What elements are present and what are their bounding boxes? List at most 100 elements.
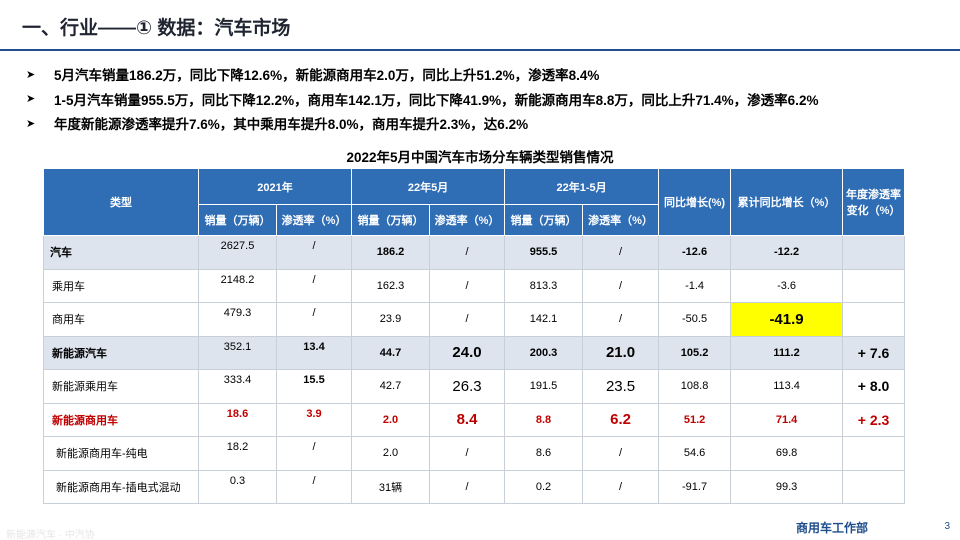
cell-sales-2021: 2627.5: [198, 235, 277, 270]
table-row: 新能源商用车-插电式混动 0.3 / 31辆 / 0.2 / -91.7 99.…: [43, 469, 906, 504]
table-row: 新能源商用车-纯电 18.2 / 2.0 / 8.6 / 54.6 69.8: [43, 436, 906, 471]
cell-sales-2021: 479.3: [198, 302, 277, 337]
cell-annual-change: [842, 469, 906, 504]
cell-sales-may: 2.0: [351, 436, 431, 471]
page-number: 3: [944, 521, 950, 532]
title-divider: [0, 49, 960, 51]
row-label: 新能源商用车-纯电: [43, 436, 199, 471]
header-annual-change: 年度渗透率变化（%）: [842, 168, 906, 236]
cell-pen-jan-may: 6.2: [582, 402, 660, 437]
row-label: 新能源商用车: [43, 402, 199, 437]
bullet-text: 1-5月汽车销量955.5万，同比下降12.2%，商用车142.1万，同比下降4…: [54, 92, 819, 108]
cell-pen-jan-may: /: [582, 469, 660, 504]
cell-sales-2021: 333.4: [198, 369, 277, 404]
header-yoy: 同比增长(%): [658, 168, 732, 236]
table-row: 新能源商用车 18.6 3.9 2.0 8.4 8.8 6.2 51.2 71.…: [43, 402, 906, 437]
cell-annual-change: + 2.3: [842, 402, 906, 437]
cell-sales-2021: 18.2: [198, 436, 277, 471]
row-label: 商用车: [43, 302, 199, 337]
cell-sales-jan-may: 955.5: [504, 235, 584, 270]
header-sales: 销量（万辆）: [504, 204, 584, 236]
cell-sales-jan-may: 813.3: [504, 268, 584, 303]
row-label: 乘用车: [43, 268, 199, 303]
cell-pen-jan-may: /: [582, 235, 660, 270]
header-22-jan-may: 22年1-5月: [504, 168, 660, 205]
cell-sales-2021: 18.6: [198, 402, 277, 437]
cell-sales-jan-may: 191.5: [504, 369, 584, 404]
cell-annual-change: [842, 235, 906, 270]
cell-sales-may: 31辆: [351, 469, 431, 504]
cell-sales-jan-may: 8.6: [504, 436, 584, 471]
cell-sales-jan-may: 142.1: [504, 302, 584, 337]
header-sales: 销量（万辆）: [198, 204, 277, 236]
cell-cum-yoy: -12.2: [730, 235, 844, 270]
cell-yoy: 54.6: [658, 436, 732, 471]
cell-sales-jan-may: 200.3: [504, 335, 584, 370]
table-row: 新能源乘用车 333.4 15.5 42.7 26.3 191.5 23.5 1…: [43, 369, 906, 404]
arrow-bullet-icon: ➤: [26, 93, 36, 106]
cell-annual-change: + 7.6: [842, 335, 906, 370]
header-cum-yoy: 累计同比增长（%）: [730, 168, 844, 236]
cell-cum-yoy: 69.8: [730, 436, 844, 471]
header-type: 类型: [43, 168, 199, 236]
cell-cum-yoy: 99.3: [730, 469, 844, 504]
cell-pen-2021: 13.4: [275, 335, 353, 370]
header-penetration: 渗透率（%）: [275, 204, 353, 236]
cell-sales-may: 2.0: [351, 402, 431, 437]
cell-yoy: -12.6: [658, 235, 732, 270]
cell-pen-2021: /: [275, 302, 353, 337]
sales-table: 类型 2021年 22年5月 22年1-5月 同比增长(%) 累计同比增长（%）…: [43, 168, 906, 504]
table-row: 商用车 479.3 / 23.9 / 142.1 / -50.5 -41.9: [43, 302, 906, 337]
footer-department: 商用车工作部: [795, 521, 868, 535]
cell-cum-yoy: 113.4: [730, 369, 844, 404]
bullet-item: ➤ 年度新能源渗透率提升7.6%，其中乘用车提升8.0%，商用车提升2.3%，达…: [26, 111, 960, 136]
cell-sales-jan-may: 8.8: [504, 402, 584, 437]
cell-annual-change: [842, 436, 906, 471]
cell-pen-2021: /: [275, 469, 353, 504]
cell-pen-may: /: [429, 469, 506, 504]
row-label: 新能源商用车-插电式混动: [43, 469, 199, 504]
cell-pen-may: /: [429, 436, 506, 471]
cell-pen-jan-may: 21.0: [582, 335, 660, 370]
cell-cum-yoy: 111.2: [730, 335, 844, 370]
header-22-may: 22年5月: [351, 168, 506, 205]
cell-sales-may: 44.7: [351, 335, 431, 370]
cell-pen-may: /: [429, 235, 506, 270]
row-label: 新能源汽车: [43, 335, 199, 370]
cell-pen-2021: 15.5: [275, 369, 353, 404]
cell-pen-jan-may: /: [582, 302, 660, 337]
cell-yoy: -91.7: [658, 469, 732, 504]
header-2021: 2021年: [197, 168, 353, 205]
cell-pen-jan-may: /: [582, 268, 660, 303]
cell-sales-may: 162.3: [351, 268, 431, 303]
cell-pen-may: /: [429, 302, 506, 337]
cell-sales-may: 42.7: [351, 369, 431, 404]
cell-annual-change: [842, 268, 906, 303]
cell-pen-may: 8.4: [429, 402, 506, 437]
cell-annual-change: [842, 302, 906, 337]
bullet-text: 5月汽车销量186.2万，同比下降12.6%，新能源商用车2.0万，同比上升51…: [54, 68, 600, 84]
table-row: 新能源汽车 352.1 13.4 44.7 24.0 200.3 21.0 10…: [43, 335, 906, 370]
row-label: 新能源乘用车: [43, 369, 199, 404]
cell-pen-2021: /: [275, 268, 353, 303]
cell-pen-2021: /: [275, 436, 353, 471]
header-sales: 销量（万辆）: [351, 204, 431, 236]
watermark: 新能源汽车 · 中汽协: [6, 530, 95, 540]
arrow-bullet-icon: ➤: [26, 117, 36, 130]
cell-yoy: 105.2: [658, 335, 732, 370]
table-title: 2022年5月中国汽车市场分车辆类型销售情况: [346, 150, 614, 165]
page-title: 一、行业——① 数据：汽车市场: [22, 18, 291, 39]
cell-sales-jan-may: 0.2: [504, 469, 584, 504]
cell-yoy: -50.5: [658, 302, 732, 337]
cell-sales-may: 186.2: [351, 235, 431, 270]
cell-yoy: -1.4: [658, 268, 732, 303]
table-row: 汽车 2627.5 / 186.2 / 955.5 / -12.6 -12.2: [43, 235, 906, 270]
header-penetration: 渗透率（%）: [582, 204, 660, 236]
header-penetration: 渗透率（%）: [429, 204, 506, 236]
cell-pen-may: 26.3: [429, 369, 506, 404]
cell-pen-may: /: [429, 268, 506, 303]
bullet-item: ➤ 5月汽车销量186.2万，同比下降12.6%，新能源商用车2.0万，同比上升…: [26, 62, 960, 87]
bullet-item: ➤ 1-5月汽车销量955.5万，同比下降12.2%，商用车142.1万，同比下…: [26, 87, 960, 112]
cell-pen-2021: /: [275, 235, 353, 270]
cell-cum-yoy: 71.4: [730, 402, 844, 437]
